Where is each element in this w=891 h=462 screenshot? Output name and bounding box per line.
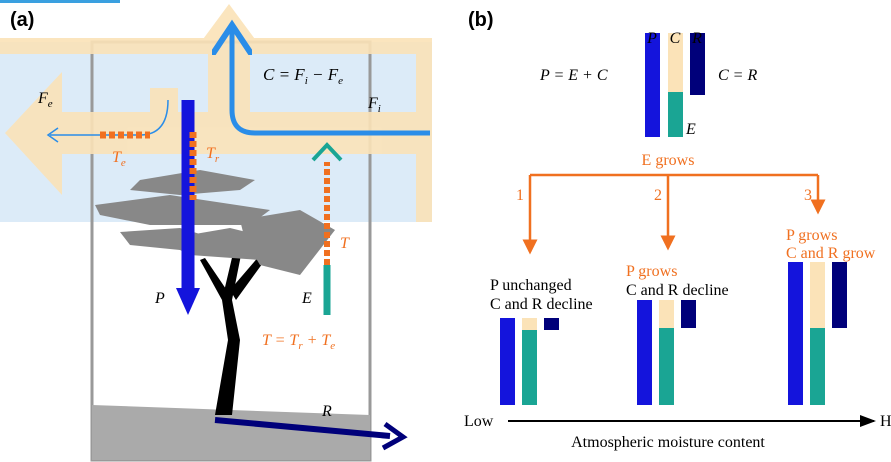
label-part: + T (303, 332, 332, 349)
p-formula: P = E + C (539, 67, 608, 84)
bar-label: C (670, 30, 681, 47)
label-part: r (298, 340, 303, 352)
c-formula: C = Fi − Fe (263, 65, 343, 87)
label-part: F (367, 95, 378, 112)
e-label: E (301, 290, 312, 307)
axis-high: High (880, 413, 891, 430)
outcome-text: P unchanged (490, 277, 572, 294)
outcome-text: P grows (626, 263, 677, 280)
case-3-bars (788, 262, 847, 405)
fe-label: Fe (37, 90, 53, 110)
e-label: E (685, 121, 696, 138)
baseline-bars (645, 33, 705, 137)
e-grows: E grows (642, 152, 695, 169)
p-label: P (154, 290, 165, 307)
label-part: i (305, 75, 308, 87)
bar-label: P (646, 30, 657, 47)
axis-low: Low (464, 413, 494, 430)
branch-lines (522, 173, 826, 255)
outcome-text: C and R decline (490, 296, 593, 313)
te-label: Te (112, 149, 126, 169)
r-label: R (321, 403, 332, 420)
fi-label: Fi (367, 95, 381, 115)
panel-a: (a) Fe Fi C = Fi − Fe Te Tr T E P T = Tr… (0, 0, 432, 462)
branch-number: 3 (804, 187, 812, 204)
label-part: e (330, 340, 335, 352)
label-part: r (215, 153, 220, 165)
label-part: e (48, 98, 53, 110)
runoff-arrow (214, 417, 391, 439)
label-part: − F (308, 65, 339, 84)
panel-label: (a) (10, 9, 34, 31)
branch-number: 1 (516, 187, 524, 204)
bar-label: R (691, 30, 702, 47)
panel-label: (b) (468, 9, 494, 31)
label-part: i (378, 103, 381, 115)
outcome-text: C and R grow (786, 245, 876, 262)
tr-label: Tr (206, 145, 220, 165)
outcome-text: P grows (786, 227, 837, 244)
case-2-bars (637, 300, 696, 405)
inflow-arrow (232, 30, 430, 136)
top-strip (0, 0, 120, 3)
c-equals-r: C = R (718, 67, 757, 84)
axis-title: Atmospheric moisture content (571, 434, 765, 451)
label-part: T (206, 145, 216, 162)
label-part: T (112, 149, 122, 166)
branch-number: 2 (654, 187, 662, 204)
case-1-bars (500, 318, 559, 405)
t-arrowhead (311, 142, 343, 162)
t-formula: T = Tr + Te (262, 332, 335, 352)
label-part: C = F (263, 65, 305, 84)
panel-b: (b) P C R P = E + C C = R E E grows 1 2 … (464, 9, 891, 451)
outcome-text: C and R decline (626, 282, 729, 299)
label-part: T = T (262, 332, 299, 349)
t-label: T (340, 235, 350, 252)
ground (92, 405, 370, 460)
label-part: F (37, 90, 48, 107)
label-part: e (338, 75, 343, 87)
label-part: e (121, 157, 126, 169)
